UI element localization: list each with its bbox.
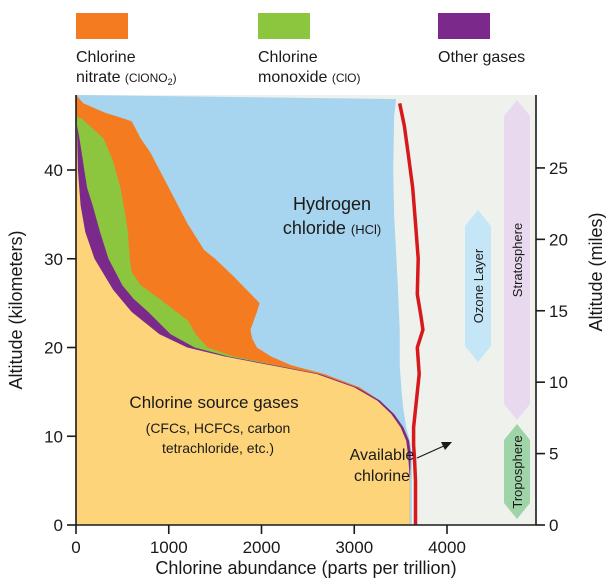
x-tick-label: 3000 [335,538,373,557]
legend-swatch-clo [258,13,310,39]
legend-clo-line2: monoxide (ClO) [258,69,361,86]
source-gases-label-line1: Chlorine source gases [129,393,298,412]
legend-clono2-line2: nitrate (ClONO2) [76,69,177,87]
y2-tick-label: 0 [549,516,558,535]
available-chlorine-label-line1: Available [350,447,415,464]
legend-swatch-other [438,13,490,39]
legend-other-label: Other gases [438,49,525,66]
y-axis-title: Altitude (kilometers) [6,230,26,389]
troposphere-label: Troposphere [510,435,525,508]
legend: Chlorine nitrate (ClONO2) Chlorine monox… [76,13,525,87]
area-layers [76,95,412,525]
source-gases-label-line3: tetrachloride, etc.) [162,440,274,456]
available-chlorine-arrow-line [416,444,447,459]
available-chlorine-arrowhead [441,442,452,450]
y2-axis-title: Altitude (miles) [586,212,606,331]
plot-labels: Hydrogen chloride (HCl) Chlorine source … [129,194,452,485]
troposphere-marker [504,424,530,519]
x-tick-label: 4000 [428,538,466,557]
legend-swatch-clono2 [76,13,128,39]
legend-clono2-line1: Chlorine [76,49,136,66]
stratosphere-marker [504,100,530,420]
area-chlorine-source-gases [76,95,410,525]
hcl-label-line1: Hydrogen [293,194,371,214]
stratosphere-label: Stratosphere [510,223,525,297]
y-tick-label: 20 [44,339,63,358]
y2-tick-label: 10 [549,373,568,392]
x-axis-title: Chlorine abundance (parts per trillion) [155,558,456,578]
legend-clo-line1: Chlorine [258,49,318,66]
x-tick-label: 1000 [150,538,188,557]
ozone-layer-marker [465,210,491,362]
atmosphere-markers: Ozone Layer Stratosphere Troposphere [465,100,530,519]
y-tick-label: 40 [44,161,63,180]
hcl-label-line2: chloride (HCl) [283,218,381,238]
y-tick-label: 10 [44,427,63,446]
available-chlorine-line [397,103,425,525]
x-tick-label: 2000 [243,538,281,557]
y2-tick-label: 20 [549,230,568,249]
y-tick-label: 0 [54,516,63,535]
y2-tick-label: 25 [549,159,568,178]
available-chlorine-label-line2: chlorine [354,468,410,485]
y2-tick-label: 5 [549,445,558,464]
x-tick-label: 0 [71,538,80,557]
y2-tick-label: 15 [549,302,568,321]
axes: 0 1000 2000 3000 4000 0 10 20 30 40 0 5 10 15 20 25 [44,95,568,557]
ozone-layer-label: Ozone Layer [471,248,486,323]
x-ticks: 0 1000 2000 3000 4000 [71,525,466,557]
y-ticks-km: 0 10 20 30 40 [44,161,76,535]
y-tick-label: 30 [44,250,63,269]
y-ticks-miles: 0 5 10 15 20 25 [536,159,568,535]
source-gases-label-line2: (CFCs, HCFCs, carbon [146,420,291,436]
